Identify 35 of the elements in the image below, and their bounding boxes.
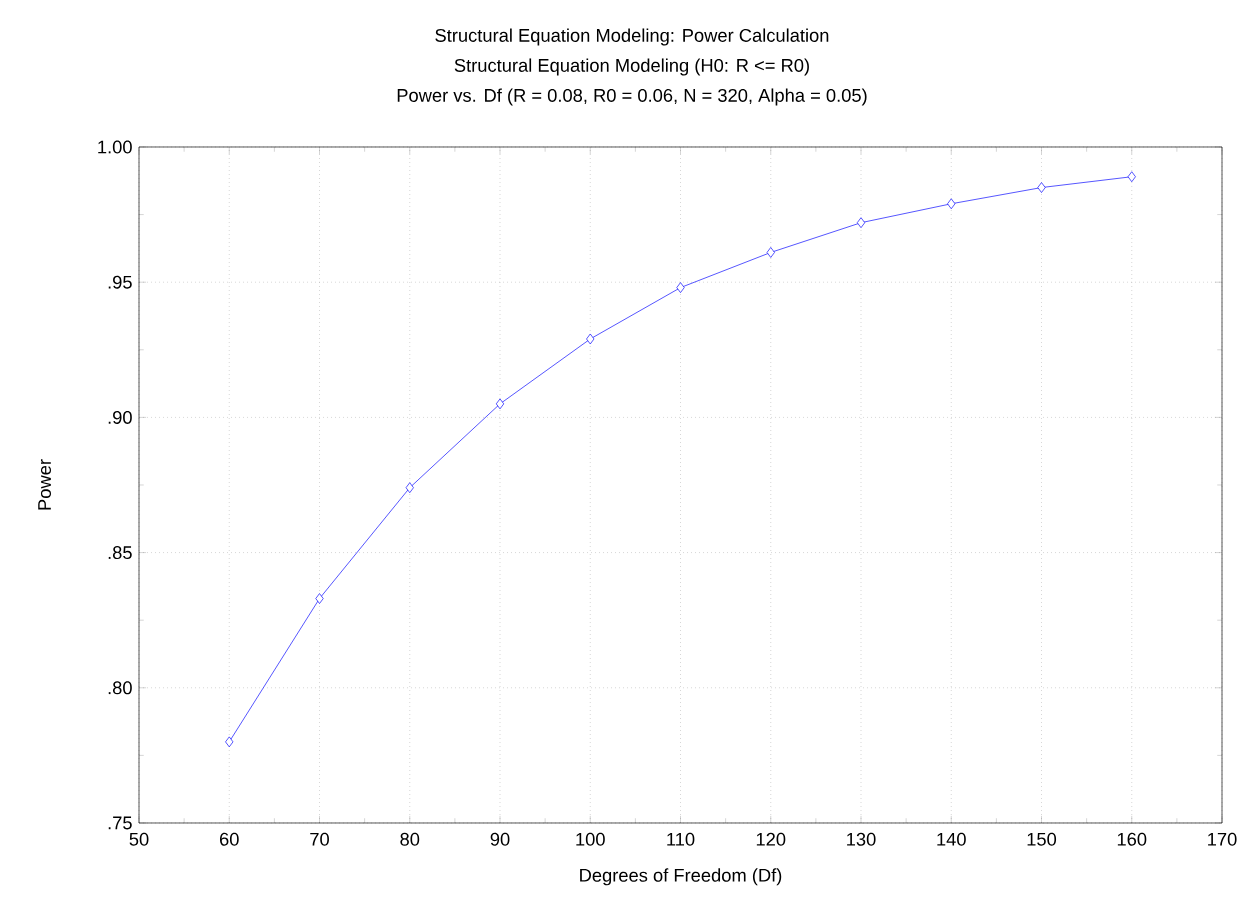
- y-tick-label: .85: [108, 546, 132, 560]
- x-axis-title: Degrees of Freedom (Df): [580, 868, 782, 886]
- y-tick-label: .75: [108, 816, 132, 830]
- point: [405, 482, 414, 494]
- x-tick-label: 130: [847, 832, 876, 846]
- x-tick-label: 50: [129, 832, 149, 846]
- x-tick-label: 150: [1027, 832, 1057, 846]
- point: [495, 398, 505, 410]
- x-tick-label: 100: [576, 832, 605, 846]
- y-tick-label: .95: [108, 275, 132, 289]
- y-tick-label: .90: [108, 410, 132, 424]
- x-tick-label: 60: [220, 832, 239, 846]
- y-axis-title: Power: [38, 459, 51, 510]
- y-tick-label: 1.00: [98, 140, 132, 154]
- point: [947, 198, 956, 210]
- y-tick-label: .80: [108, 681, 132, 695]
- x-tick-label: 170: [1208, 832, 1237, 846]
- x-tick-label: 110: [667, 832, 695, 846]
- x-tick-label: 70: [310, 832, 329, 846]
- point: [676, 282, 685, 293]
- point: [856, 217, 866, 229]
- x-tick-label: 80: [400, 832, 420, 846]
- chart-subtitle: Structural Equation Modeling (H0: R <= R0): [454, 58, 809, 76]
- point: [1037, 182, 1046, 193]
- point: [225, 736, 234, 748]
- point: [586, 333, 595, 345]
- point: [1127, 171, 1136, 183]
- point: [766, 247, 775, 258]
- x-tick-label: 160: [1117, 832, 1147, 846]
- point: [315, 593, 324, 604]
- chart-title: Structural Equation Modeling: Power Calculation: [435, 28, 829, 46]
- text: Power vs. Df (R = 0.08, R0 = 0.06, N = 320, Alpha = 0.05): [397, 88, 867, 106]
- x-tick-label: 120: [756, 832, 786, 846]
- x-tick-label: 90: [490, 832, 510, 846]
- x-tick-label: 140: [937, 832, 966, 846]
